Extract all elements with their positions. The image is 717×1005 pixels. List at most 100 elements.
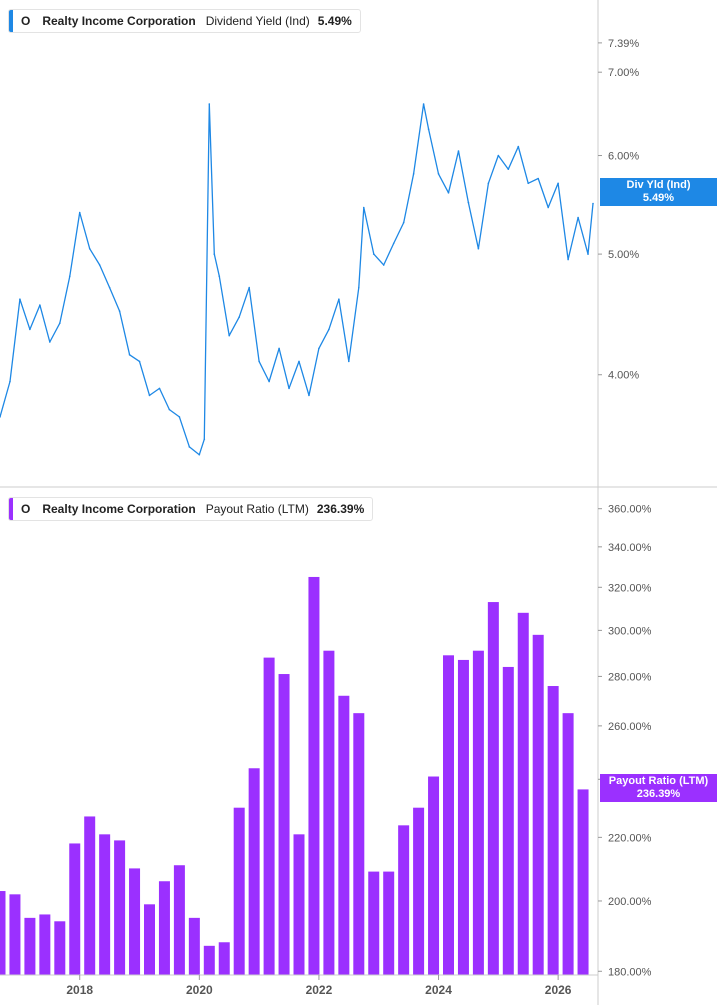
yield-point <box>402 221 405 224</box>
payout-bar <box>69 843 81 975</box>
yield-point <box>527 182 530 185</box>
x-tick-label: 2020 <box>186 983 213 997</box>
payout-bar <box>413 807 425 975</box>
yield-point <box>118 310 121 312</box>
payout-tag-value: 236.39% <box>636 788 681 800</box>
payout-bar <box>129 868 141 975</box>
yield-point <box>457 150 460 152</box>
payout-bar <box>443 655 454 975</box>
yield-legend-metric: Dividend Yield (Ind) <box>205 14 310 28</box>
payout-bar <box>398 825 410 975</box>
payout-bar <box>472 650 484 975</box>
yield-point <box>238 316 240 318</box>
payout-bar <box>203 945 215 975</box>
x-tick-label: 2018 <box>66 983 93 997</box>
yield-point <box>298 360 300 363</box>
yield-point <box>507 168 510 171</box>
yield-point <box>248 286 250 289</box>
x-tick-label: 2026 <box>545 983 572 997</box>
payout-tick-label: 320.00% <box>608 582 652 594</box>
yield-point <box>268 380 270 383</box>
payout-bar <box>338 695 350 975</box>
yield-legend[interactable]: O Realty Income Corporation Dividend Yie… <box>8 9 361 33</box>
payout-tick-label: 200.00% <box>608 896 652 908</box>
yield-point <box>258 360 260 363</box>
yield-point <box>382 264 385 266</box>
payout-bar <box>248 768 260 975</box>
payout-tick-label: 360.00% <box>608 504 652 516</box>
yield-point <box>467 201 470 204</box>
yield-point <box>19 298 21 300</box>
payout-bar <box>173 865 185 975</box>
payout-legend-value: 236.39% <box>316 502 365 516</box>
payout-bar <box>502 666 514 975</box>
yield-point <box>318 347 320 350</box>
yield-point <box>148 394 151 397</box>
yield-point <box>178 416 181 418</box>
x-tick-label: 2022 <box>306 983 333 997</box>
payout-bar <box>144 904 155 975</box>
payout-bar <box>233 807 245 975</box>
yield-point <box>208 103 211 105</box>
payout-tick-label: 300.00% <box>608 625 652 637</box>
yield-point <box>308 394 310 397</box>
yield-point <box>49 341 51 343</box>
yield-point <box>392 242 395 245</box>
payout-bar <box>547 686 559 975</box>
payout-tick-label: 340.00% <box>608 542 652 554</box>
payout-bar <box>293 834 305 975</box>
payout-legend-company: Realty Income Corporation <box>42 502 196 516</box>
yield-point <box>427 128 430 130</box>
payout-bar <box>457 659 469 975</box>
yield-point <box>158 387 161 390</box>
payout-bar <box>383 871 395 975</box>
yield-point <box>362 206 365 209</box>
yield-point <box>138 360 141 363</box>
yield-point <box>218 275 221 277</box>
yield-legend-company: Realty Income Corporation <box>42 14 196 28</box>
payout-bar <box>532 634 544 975</box>
yield-point <box>213 253 216 255</box>
payout-bar <box>323 650 335 975</box>
yield-point <box>128 354 131 356</box>
yield-point <box>487 182 490 185</box>
payout-bar <box>517 612 529 975</box>
yield-point <box>517 145 520 148</box>
yield-point <box>78 211 81 214</box>
payout-bar <box>9 894 21 975</box>
payout-bar <box>24 917 36 975</box>
yield-point <box>59 322 61 325</box>
yield-legend-value: 5.49% <box>317 14 352 28</box>
payout-legend-ticker: O <box>21 502 31 516</box>
yield-value-tag: Div Yld (Ind) 5.49% <box>600 178 717 206</box>
yield-point <box>0 416 1 418</box>
yield-point <box>29 328 31 331</box>
yield-point <box>567 258 569 261</box>
payout-tick-label: 280.00% <box>608 671 652 683</box>
yield-point <box>228 334 231 337</box>
yield-point <box>98 264 101 266</box>
yield-point <box>587 253 589 255</box>
payout-bar <box>487 602 499 975</box>
yield-point <box>288 387 290 390</box>
payout-bar <box>577 789 589 975</box>
payout-bar <box>278 674 290 975</box>
payout-bar <box>308 576 320 975</box>
yield-point <box>348 360 350 363</box>
payout-bar <box>0 891 6 975</box>
yield-point <box>537 177 539 180</box>
yield-tick-label: 6.00% <box>608 151 639 163</box>
payout-bar <box>39 914 51 975</box>
yield-tick-label: 5.00% <box>608 249 639 261</box>
payout-bar <box>428 776 440 975</box>
payout-legend[interactable]: O Realty Income Corporation Payout Ratio… <box>8 497 374 521</box>
yield-point <box>497 154 500 157</box>
yield-legend-ticker: O <box>21 14 31 28</box>
payout-bar <box>114 840 126 975</box>
yield-point <box>577 216 579 219</box>
payout-bar <box>368 871 380 975</box>
yield-point <box>358 286 360 289</box>
payout-tick-label: 220.00% <box>608 832 652 844</box>
yield-point <box>592 202 594 205</box>
payout-value-tag: Payout Ratio (LTM) 236.39% <box>600 774 717 802</box>
